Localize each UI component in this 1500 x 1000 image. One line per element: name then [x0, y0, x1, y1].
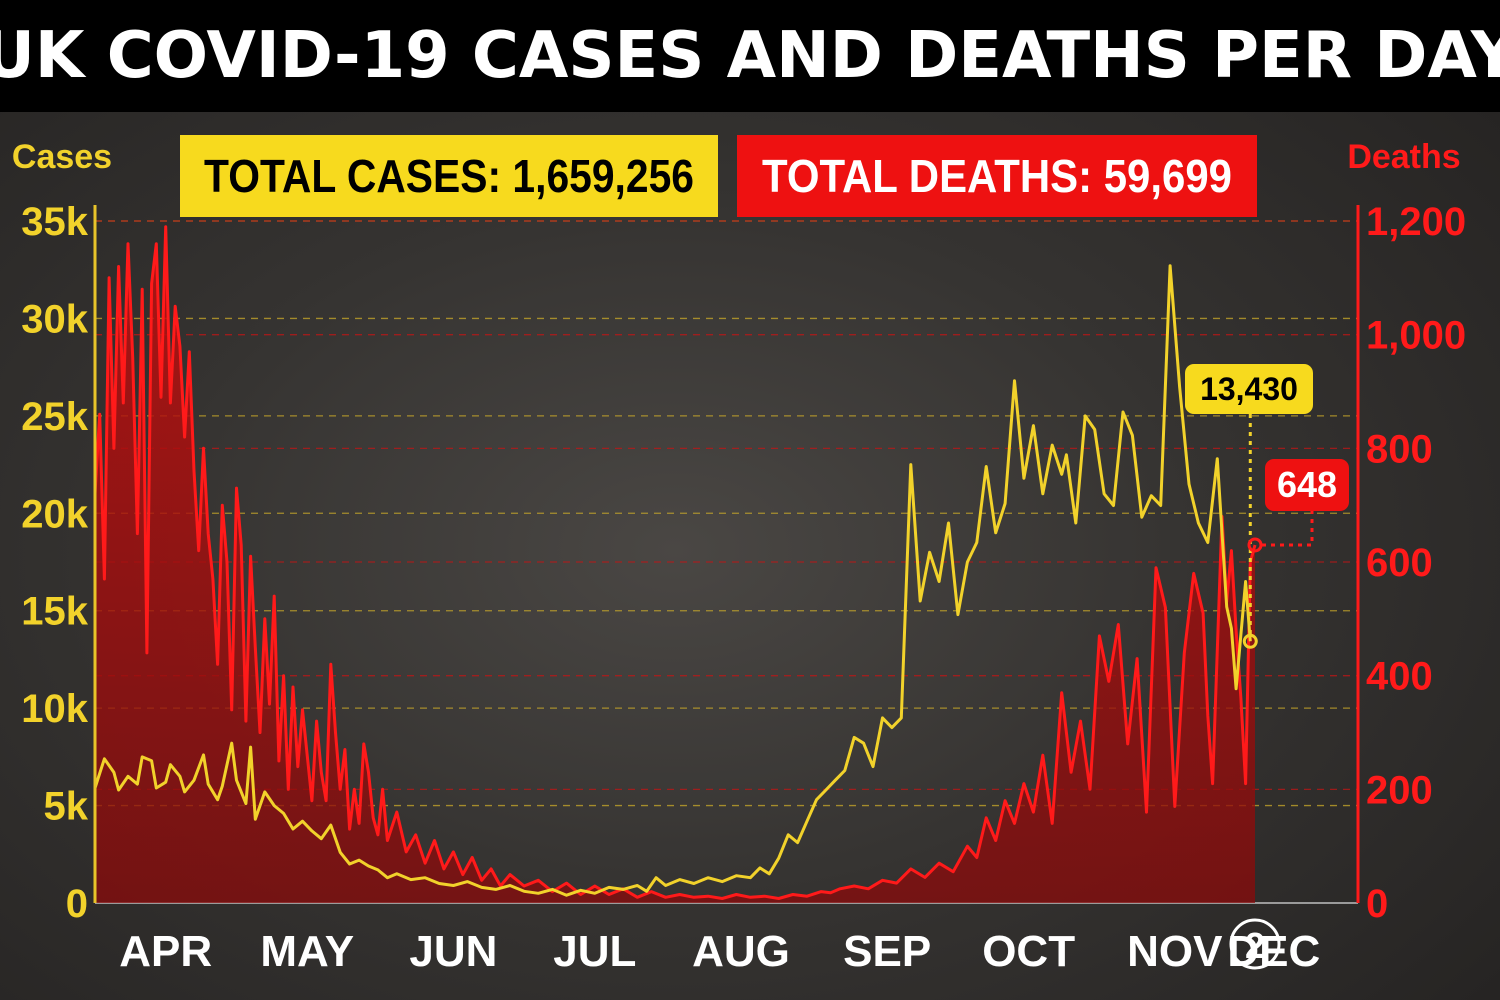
axes [93, 205, 1360, 903]
left-tick-label: 15k [21, 590, 88, 634]
right-tick-label: 1,000 [1366, 314, 1466, 358]
date-marker-circle [1229, 918, 1281, 970]
month-label: MAY [260, 927, 354, 976]
date-marker-label: 2 [1245, 925, 1265, 966]
page-title: UK COVID-19 CASES AND DEATHS PER DAY [0, 19, 1500, 93]
month-label: AUG [692, 927, 790, 976]
month-label: DEC [1227, 927, 1320, 976]
right-axis-ticks: 0 200 400 600 800 1,000 1,200 [1366, 200, 1466, 926]
total-cases-text: TOTAL CASES: 1,659,256 [204, 150, 694, 202]
cases-callout-box [1185, 364, 1313, 414]
left-tick-label: 30k [21, 297, 88, 341]
deaths-callout-box [1265, 459, 1349, 511]
month-label: APR [119, 927, 212, 976]
total-cases-box-bg [180, 135, 718, 217]
total-cases-box: TOTAL CASES: 1,659,256 [180, 135, 718, 217]
left-tick-label: 0 [66, 882, 88, 926]
month-label: JUL [553, 927, 636, 976]
left-axis-ticks: 0 5k 10k 15k 20k 25k 30k 35k [21, 200, 88, 926]
right-tick-label: 1,200 [1366, 200, 1466, 244]
cases-line [93, 264, 1252, 897]
total-deaths-box: TOTAL DEATHS: 59,699 [737, 135, 1257, 217]
deaths-area [95, 226, 1255, 903]
left-tick-label: 25k [21, 395, 88, 439]
right-tick-label: 600 [1366, 541, 1433, 585]
month-label: SEP [843, 927, 931, 976]
cases-series [93, 264, 1252, 897]
deaths-series [93, 225, 1257, 903]
left-axis-label: Cases [12, 138, 112, 176]
deaths-end-marker [1247, 537, 1263, 553]
month-label: NOV [1127, 927, 1223, 976]
x-axis-month-labels: APR MAY JUN JUL AUG SEP OCT NOV DEC [119, 927, 1320, 976]
left-tick-label: 20k [21, 492, 88, 536]
title-bar: UK COVID-19 CASES AND DEATHS PER DAY [0, 0, 1500, 112]
date-marker: 2 [1229, 918, 1281, 970]
right-tick-label: 800 [1366, 427, 1433, 471]
left-tick-label: 10k [21, 687, 88, 731]
cases-callout-text: 13,430 [1200, 371, 1298, 407]
total-deaths-box-bg [737, 135, 1257, 217]
callouts: 13,430 648 [1185, 364, 1349, 649]
month-label: OCT [982, 927, 1075, 976]
total-deaths-text: TOTAL DEATHS: 59,699 [762, 150, 1232, 202]
right-tick-label: 200 [1366, 768, 1433, 812]
right-tick-label: 400 [1366, 655, 1433, 699]
right-tick-label: 0 [1366, 882, 1388, 926]
cases-end-marker [1242, 633, 1258, 649]
deaths-line [93, 225, 1257, 900]
right-axis-label: Deaths [1347, 138, 1460, 176]
left-tick-label: 35k [21, 200, 88, 244]
deaths-callout-leader [1262, 511, 1314, 547]
month-label: JUN [409, 927, 497, 976]
deaths-callout-text: 648 [1277, 464, 1337, 505]
left-tick-label: 5k [44, 785, 89, 829]
